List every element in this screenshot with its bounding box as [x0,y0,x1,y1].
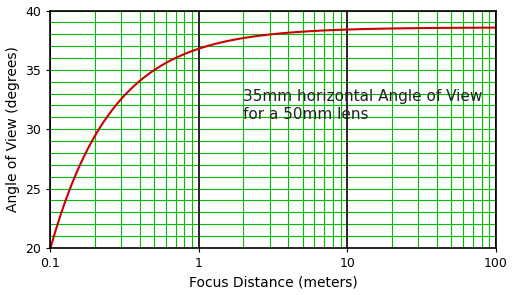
Text: 35mm horizontal Angle of View
for a 50mm lens: 35mm horizontal Angle of View for a 50mm… [244,89,483,122]
Y-axis label: Angle of View (degrees): Angle of View (degrees) [6,46,20,212]
X-axis label: Focus Distance (meters): Focus Distance (meters) [188,276,357,289]
